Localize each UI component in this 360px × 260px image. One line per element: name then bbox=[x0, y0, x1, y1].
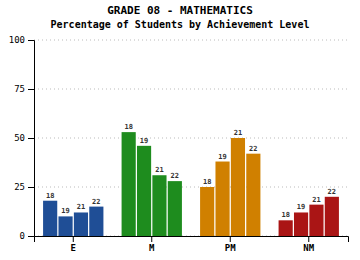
bar-label: 18 bbox=[281, 211, 289, 219]
x-tick-label: M bbox=[149, 243, 155, 253]
bar-label: 19 bbox=[218, 153, 226, 161]
bar-label: 18 bbox=[124, 123, 132, 131]
bar bbox=[325, 197, 339, 236]
y-tick-mark bbox=[28, 89, 34, 90]
grid-line bbox=[34, 40, 348, 41]
x-tick: E bbox=[71, 236, 76, 253]
y-tick: 75 bbox=[14, 84, 34, 94]
bar bbox=[58, 216, 72, 236]
bar bbox=[215, 162, 229, 236]
grid bbox=[34, 40, 348, 236]
bar-label: 19 bbox=[297, 203, 305, 211]
bar-label: 18 bbox=[203, 178, 211, 186]
bars bbox=[43, 132, 339, 236]
y-tick-label: 25 bbox=[14, 182, 25, 192]
x-tick-label: PM bbox=[225, 243, 236, 253]
bar-label: 21 bbox=[234, 129, 242, 137]
bar bbox=[294, 212, 308, 236]
y-tick: 0 bbox=[20, 231, 34, 241]
y-axis: 0 25 50 75 100 bbox=[9, 35, 35, 241]
x-tick: M bbox=[149, 236, 155, 253]
x-tick: NM bbox=[303, 236, 314, 253]
grid-line bbox=[34, 89, 348, 90]
bar-label: 21 bbox=[312, 196, 320, 204]
bar-label: 19 bbox=[61, 207, 69, 215]
bar bbox=[74, 212, 88, 236]
bar-label: 22 bbox=[92, 198, 100, 206]
bar-label: 18 bbox=[46, 192, 54, 200]
bar bbox=[309, 205, 323, 236]
x-tick-mark bbox=[151, 236, 152, 242]
y-tick-label: 50 bbox=[14, 133, 25, 143]
x-tick-mark bbox=[230, 236, 231, 242]
bar bbox=[279, 220, 293, 236]
bar bbox=[200, 187, 214, 236]
x-tick-label: E bbox=[71, 243, 76, 253]
bar-label: 22 bbox=[249, 145, 257, 153]
bar-label: 22 bbox=[171, 172, 179, 180]
x-tick-label: NM bbox=[303, 243, 314, 253]
bar bbox=[231, 138, 245, 236]
y-tick-label: 100 bbox=[9, 35, 25, 45]
y-tick-mark bbox=[28, 187, 34, 188]
chart: GRADE 08 - MATHEMATICS Percentage of Stud… bbox=[0, 0, 360, 260]
bar bbox=[43, 201, 57, 236]
y-axis-line bbox=[28, 41, 35, 237]
bar bbox=[168, 181, 182, 236]
y-tick-mark bbox=[28, 236, 34, 237]
y-tick-label: 75 bbox=[14, 84, 25, 94]
bar bbox=[137, 146, 151, 236]
x-tick: PM bbox=[225, 236, 236, 253]
y-tick-mark bbox=[28, 40, 34, 41]
bar bbox=[152, 175, 166, 236]
bar bbox=[89, 207, 103, 236]
bar-label: 21 bbox=[155, 166, 163, 174]
x-tick-mark bbox=[308, 236, 309, 242]
plot: 18 18 18 18 19 19 19 19 21 21 21 21 22 22 22 22 E M PM NM 0 2… bbox=[9, 35, 349, 253]
y-tick: 25 bbox=[14, 182, 34, 192]
grid-line bbox=[34, 138, 348, 139]
y-tick: 50 bbox=[14, 133, 34, 143]
x-tick-mark bbox=[73, 236, 74, 242]
bar-label: 19 bbox=[140, 137, 148, 145]
x-axis-line bbox=[35, 237, 349, 243]
bar-label: 21 bbox=[77, 203, 85, 211]
title: GRADE 08 - MATHEMATICS bbox=[107, 4, 253, 17]
bar bbox=[122, 132, 136, 236]
bar-label: 22 bbox=[328, 188, 336, 196]
bar bbox=[246, 154, 260, 236]
bar-labels: 18 18 18 18 19 19 19 19 21 21 21 21 22 22 22 22 bbox=[46, 123, 336, 219]
grid-line bbox=[34, 187, 348, 188]
y-tick: 100 bbox=[9, 35, 34, 45]
y-tick-mark bbox=[28, 138, 34, 139]
subtitle: Percentage of Students by Achievement Le… bbox=[51, 19, 310, 30]
y-tick-label: 0 bbox=[20, 231, 25, 241]
x-axis: E M PM NM bbox=[35, 236, 349, 253]
